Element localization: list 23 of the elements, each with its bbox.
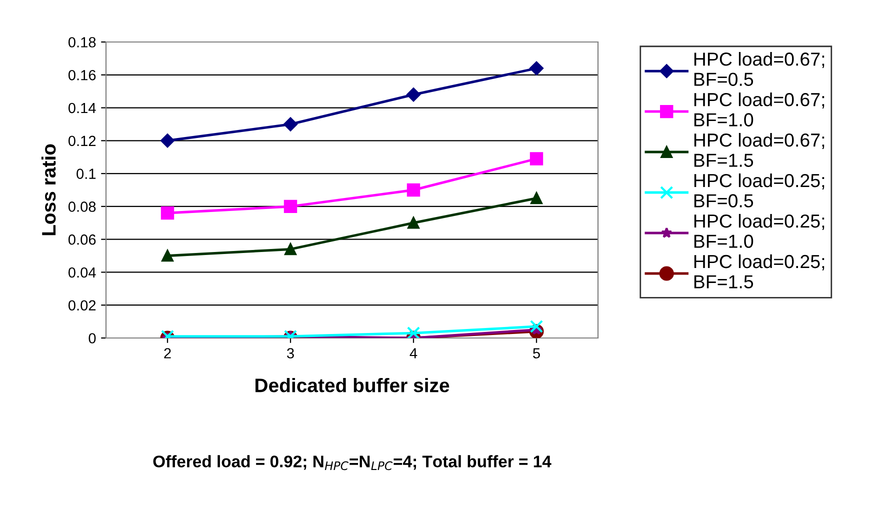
x-tick-label: 3 — [287, 348, 294, 358]
x-axis-title: Dedicated buffer size — [256, 378, 450, 392]
x-tick-label: 5 — [533, 348, 540, 358]
y-tick-label: 0.14 — [68, 102, 96, 114]
x-tick-label: 4 — [410, 348, 418, 358]
y-axis-title: Loss ratio — [41, 144, 56, 236]
y-tick-label: 0.18 — [68, 37, 96, 48]
legend-label: HPC load=0.67; BF=0.5 — [694, 52, 824, 86]
text: Offered load = 0.92; N$_{HPC}$=N$_{LPC}$=4; Total buffer = 14 — [153, 455, 552, 470]
y-tick-label: 0.16 — [68, 70, 96, 80]
y-tick-label: 0.12 — [68, 136, 96, 146]
y-tick-label: 0.02 — [68, 300, 96, 311]
y-tick-label: 0.1 — [76, 168, 96, 179]
legend-label: HPC load=0.67; BF=1.0 — [694, 92, 824, 126]
legend-label: HPC load=0.67; BF=1.5 — [694, 132, 824, 167]
legend-label: HPC load=0.25; BF=1.0 — [694, 214, 824, 248]
y-tick-label: 0.06 — [68, 234, 96, 245]
legend-label: HPC load=0.25; BF=1.5 — [694, 254, 824, 288]
y-tick-label: 0.04 — [68, 267, 96, 278]
legend-label: HPC load=0.25; BF=0.5 — [694, 173, 824, 208]
y-tick-label: 0.08 — [68, 202, 96, 212]
y-tick-label: 0 — [88, 333, 96, 344]
x-tick-label: 2 — [164, 348, 171, 358]
